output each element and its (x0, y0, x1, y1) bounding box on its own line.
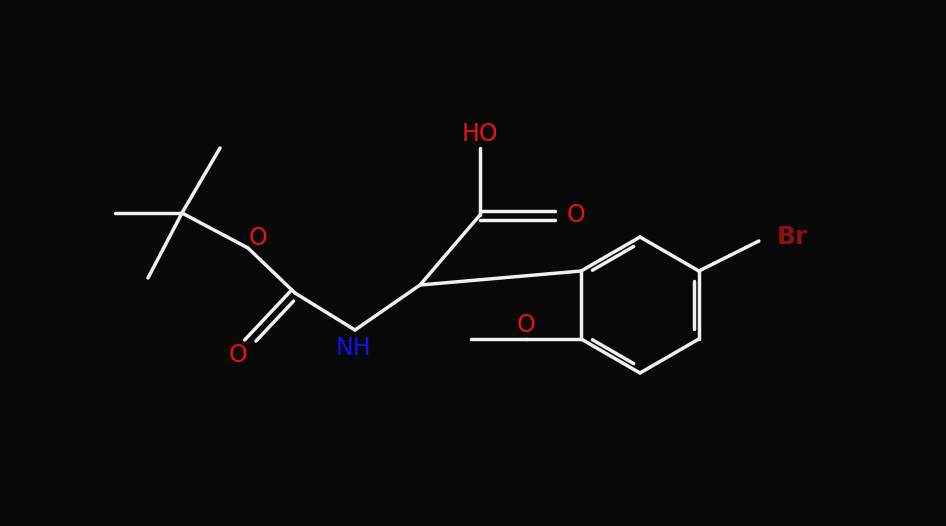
Text: O: O (229, 343, 247, 367)
Text: O: O (567, 203, 586, 227)
Text: NH: NH (335, 336, 371, 360)
Text: Br: Br (777, 225, 808, 249)
Text: HO: HO (462, 122, 499, 146)
Text: O: O (517, 313, 535, 337)
Text: O: O (249, 226, 268, 250)
